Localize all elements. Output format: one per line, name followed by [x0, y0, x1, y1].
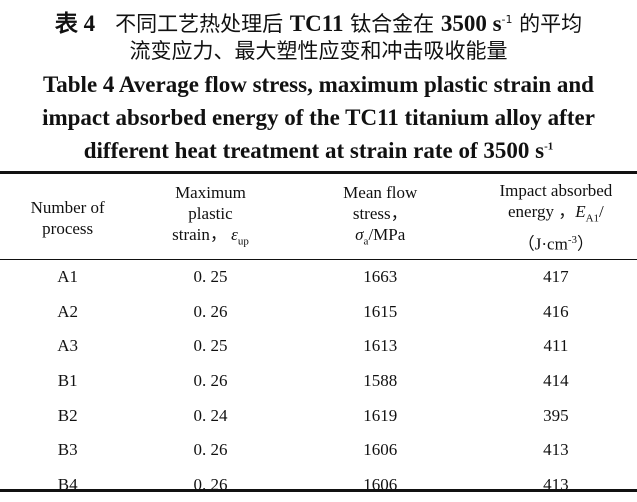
top-rule [0, 171, 637, 174]
cell-stress: 1615 [363, 301, 398, 321]
table-row: B2 0. 24 1619 395 [0, 398, 637, 433]
cell-strain: 0. 25 [193, 267, 228, 287]
cell-process: A1 [57, 267, 79, 287]
cell-strain: 0. 24 [193, 405, 228, 425]
table-row: A3 0. 25 1613 411 [0, 329, 637, 364]
header-stress: Mean flow stress， σa/MPa [343, 183, 418, 248]
cell-strain: 0. 26 [193, 371, 228, 391]
bottom-rule [0, 489, 637, 492]
cell-process: B4 [57, 474, 78, 494]
cell-process: B2 [57, 405, 78, 425]
cell-strain: 0. 26 [193, 474, 228, 494]
cell-process: B1 [57, 371, 78, 391]
header-strain: Maximum plastic strain， εup [172, 183, 249, 248]
table-row: B3 0. 26 1606 413 [0, 433, 637, 468]
cell-stress: 1588 [363, 371, 398, 391]
caption-en-line2: impact absorbed energy of the TC11 titan… [42, 105, 595, 130]
cell-stress: 1613 [363, 336, 398, 356]
cell-strain: 0. 25 [193, 336, 228, 356]
table-row: A1 0. 25 1663 417 [0, 260, 637, 295]
cell-energy: 395 [543, 405, 569, 425]
cell-stress: 1606 [363, 440, 398, 460]
header-rule [0, 259, 637, 260]
data-table: Number of process Maximum plastic strain， ε… [0, 175, 637, 502]
table-row: B4 0. 26 1606 413 [0, 468, 637, 502]
caption-zh-line2: 流变应力、最大塑性应变和冲击吸收能量 [129, 39, 508, 63]
cell-process: A2 [57, 301, 79, 321]
caption-en-line1: Table 4 Average flow stress, maximum pla… [43, 72, 594, 97]
cell-strain: 0. 26 [193, 440, 228, 460]
caption-en-line3: different heat treatment at strain rate … [83, 138, 554, 163]
cell-energy: 413 [543, 440, 569, 460]
cell-energy: 411 [543, 336, 569, 356]
cell-energy: 413 [543, 474, 569, 494]
cell-energy: 416 [543, 301, 569, 321]
cell-energy: 414 [543, 371, 569, 391]
cell-process: A3 [57, 336, 79, 356]
header-energy: Impact absorbed energy ，EA1/（J·cm-3） [499, 181, 613, 254]
cell-energy: 417 [543, 267, 569, 287]
table-row: A2 0. 26 1615 416 [0, 295, 637, 330]
cell-stress: 1663 [363, 267, 398, 287]
header-row: Number of process Maximum plastic strain， ε… [0, 175, 637, 260]
cell-strain: 0. 26 [193, 301, 228, 321]
table-row: B1 0. 26 1588 414 [0, 364, 637, 399]
caption-zh-line1: 表 4 不同工艺热处理后 TC11 钛合金在 3500 s-1 的平均 [54, 11, 583, 36]
cell-process: B3 [57, 440, 78, 460]
cell-stress: 1619 [363, 405, 398, 425]
header-process: Number of process [30, 197, 105, 238]
cell-stress: 1606 [363, 474, 398, 494]
